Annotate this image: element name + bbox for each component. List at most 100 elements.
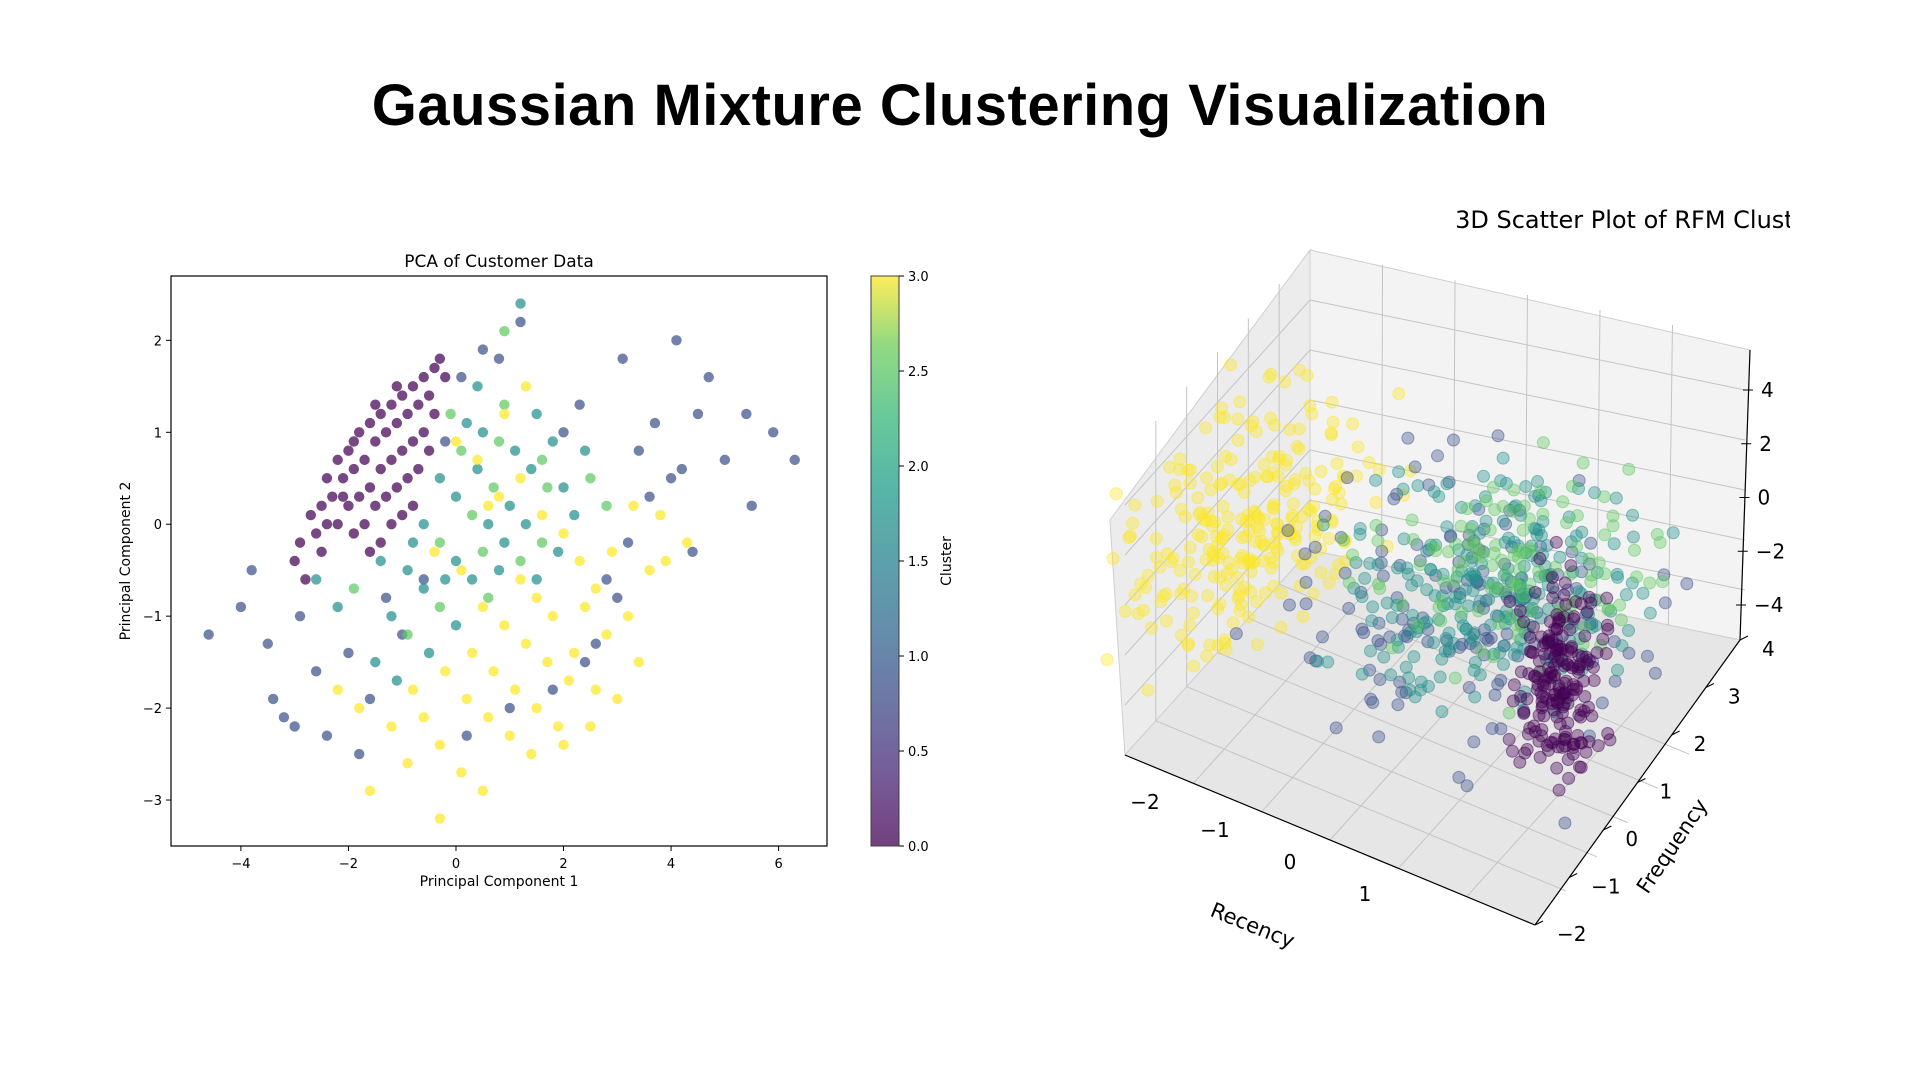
rfm-point [1494,673,1508,687]
pca-point [488,666,499,677]
rfm-point [1534,484,1548,498]
pca-point [450,555,462,567]
rfm-point [1611,663,1625,677]
pca-point [337,491,349,502]
rfm-point [1224,452,1238,466]
rfm-point [1380,596,1394,610]
pca-point [407,436,419,447]
rfm-point [1407,650,1421,664]
rfm-point [1512,562,1526,576]
rfm-point [1606,509,1620,523]
rfm-point [1564,559,1578,573]
pca-point [353,491,365,502]
pca-point [235,601,247,613]
pca-point [590,638,601,649]
rfm-point [1491,429,1505,443]
pca-point [289,721,300,732]
rfm-point [1552,783,1566,797]
pca-point [601,500,612,512]
pca-point [526,463,537,475]
rfm-point [1502,732,1516,746]
rfm-point [1390,487,1404,501]
pca-point [461,417,472,429]
rfm-grid-line [1309,399,1746,491]
rfm-point [1214,476,1228,490]
rfm-point [1496,514,1510,528]
colorbar-tick-label: 3.0 [908,270,929,285]
rfm-point [1533,750,1547,764]
pca-point [536,454,548,466]
pca-point [375,537,386,548]
pca-point [515,574,526,585]
pca-point [246,564,257,576]
rfm-point [1569,529,1583,543]
rfm-point [1551,642,1565,656]
pca-point [590,583,601,594]
rfm-point [1213,597,1227,611]
pca-point [515,298,526,309]
rfm-point [1173,452,1187,466]
rfm-point [1219,643,1233,657]
rfm-point [1438,644,1452,658]
pca-point [423,445,435,456]
rfm-point [1542,661,1556,675]
rfm-point [1290,440,1304,454]
rfm-point [1280,479,1294,493]
rfm-point [1496,657,1510,671]
rfm-point [1244,585,1258,599]
rfm-point [1267,555,1281,569]
rfm-point [1560,516,1574,530]
rfm-point [1376,569,1390,583]
rfm-point [1526,620,1540,634]
pca-point [391,381,403,392]
pca-point [660,555,671,567]
rfm-point [1627,543,1641,557]
pca-point [364,482,376,493]
rfm-point [1265,450,1279,464]
rfm-point [1109,487,1123,501]
pca-point [526,748,537,760]
rfm-point [1183,476,1197,490]
pca-point [504,702,515,714]
pca-point [407,684,419,695]
rfm-point [1520,692,1534,706]
rfm-point [1432,600,1446,614]
rfm-point [1524,645,1538,659]
rfm-point [1408,460,1422,474]
rfm-point [1582,590,1596,604]
rfm-point [1549,535,1563,549]
rfm-point [1217,528,1231,542]
rfm-point [1533,552,1547,566]
rfm-point [1562,771,1576,785]
rfm-point [1249,535,1263,549]
pca-point [547,436,558,447]
rfm-point [1486,650,1500,664]
pca-y-tick-label: 1 [154,426,162,441]
rfm-point [1184,589,1198,603]
rfm-point [1243,474,1257,488]
rfm-point [1303,399,1317,413]
pca-point [418,583,429,594]
pca-point [445,408,456,420]
rfm-point [1566,747,1580,761]
rfm-point [1371,534,1385,548]
pca-point [558,528,569,539]
rfm-point [1363,663,1377,677]
pca-point [601,574,612,585]
pca-point [364,546,376,558]
rfm-point [1600,618,1614,632]
pca-point [558,427,569,438]
pca-point [364,693,376,705]
rfm-point [1601,603,1615,617]
pca-point [536,509,548,521]
rfm-point [1327,482,1341,496]
rfm-point [1288,472,1302,486]
rfm-point [1468,690,1482,704]
pca-point [332,601,343,613]
rfm-point [1576,456,1590,470]
pca-point [585,473,596,484]
pca-point [687,546,698,558]
rfm-point [1454,519,1468,533]
pca-point [655,509,666,521]
